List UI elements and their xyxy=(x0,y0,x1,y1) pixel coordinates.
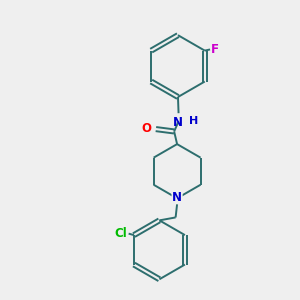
Text: F: F xyxy=(211,43,219,56)
Text: O: O xyxy=(142,122,152,135)
Text: N: N xyxy=(172,190,182,204)
Text: Cl: Cl xyxy=(115,227,128,240)
Text: N: N xyxy=(172,116,182,128)
Text: H: H xyxy=(189,116,198,125)
